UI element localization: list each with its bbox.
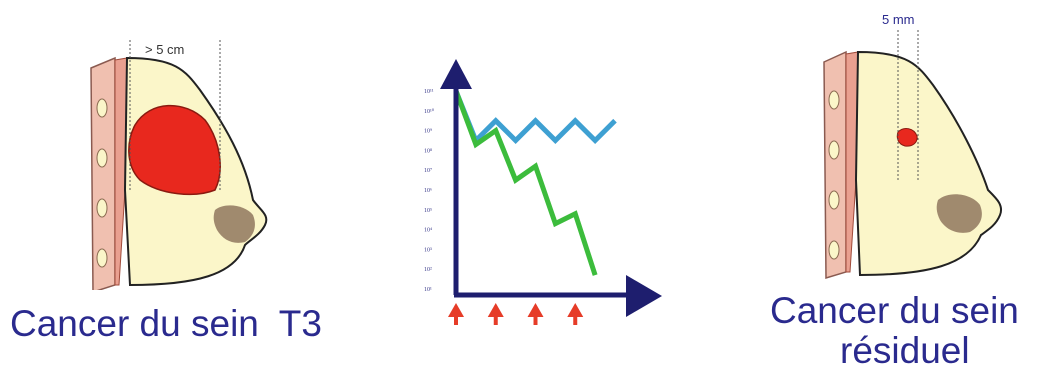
tumor-burden-chart: 10¹ 10² 10³ 10⁴ 10⁵ 10⁶ 10⁷ 10⁸ 10⁹ 10¹⁰ 10¹¹ [424,59,662,325]
y-tick-label: 10⁶ [424,188,432,194]
series-line-green [453,90,598,276]
left-measure-label: > 5 cm [145,42,184,57]
right-areola [936,194,982,233]
treatment-arrow-icon [527,303,544,325]
y-tick-label: 10⁷ [424,168,432,174]
left-ribs [96,98,108,268]
right-measure-label: 5 mm [882,12,915,27]
y-axis-arrow [440,59,472,89]
left-caption: Cancer du sein T3 [10,303,322,344]
right-breast-outline [854,50,1002,277]
treatment-arrow-icon [448,303,464,325]
y-tick-label: 10¹ [424,287,432,293]
right-breast-illustration: 5 mm [818,10,1028,285]
y-tick-label: 10⁴ [424,228,432,234]
y-tick-label: 10⁹ [424,129,432,135]
series-line-blue [453,90,617,145]
x-axis-arrow [626,275,662,317]
left-breast-illustration: > 5 cm [75,30,285,294]
center-chart: 10¹ 10² 10³ 10⁴ 10⁵ 10⁶ 10⁷ 10⁸ 10⁹ 10¹⁰ 10¹¹ [400,55,670,330]
right-caption-line1: Cancer du sein [770,290,1019,331]
left-tumor [128,104,221,196]
right-caption-line2: résiduel [840,330,970,371]
left-areola [213,205,255,243]
right-residual-tumor [896,128,918,147]
treatment-arrow-icon [487,303,504,325]
right-breast-svg: 5 mm [823,12,1002,280]
y-tick-label: 10¹⁰ [424,108,435,115]
y-tick-label: 10² [424,267,432,273]
y-tick-label: 10⁸ [424,148,432,154]
y-tick-label: 10³ [424,247,432,253]
treatment-arrow-icon [567,303,584,325]
right-muscle [845,51,859,273]
y-tick-label: 10⁵ [424,208,432,214]
left-muscle [114,57,128,286]
y-tick-label: 10¹¹ [424,89,434,95]
right-ribs [828,90,840,260]
left-breast-svg: > 5 cm [90,40,268,294]
